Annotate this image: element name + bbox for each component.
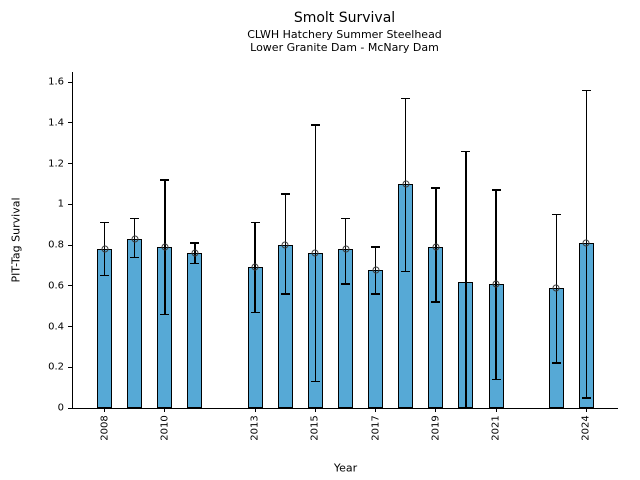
- y-axis-label: PIT-Tag Survival: [9, 197, 23, 283]
- error-cap-bottom-2023: [551, 362, 561, 364]
- x-tick: [164, 408, 166, 412]
- y-tick: [68, 366, 72, 368]
- y-tick: [68, 203, 72, 205]
- point-marker-2024: [582, 239, 590, 247]
- x-tick: [314, 408, 316, 412]
- y-tick: [68, 163, 72, 165]
- error-cap-bottom-2009: [130, 256, 140, 259]
- x-tick-label: 2017: [370, 415, 382, 441]
- error-cap-top-2019: [431, 187, 441, 189]
- point-marker-2023: [552, 284, 560, 292]
- error-bar-2020: [465, 151, 467, 408]
- x-tick-label: 2019: [430, 415, 442, 441]
- error-cap-top-2023: [551, 213, 561, 216]
- chart-subtitle-line1: CLWH Hatchery Summer Steelhead: [247, 27, 442, 41]
- x-tick: [585, 408, 587, 412]
- error-cap-top-2011: [190, 242, 200, 244]
- y-tick: [68, 407, 72, 409]
- error-cap-top-2008: [100, 221, 110, 224]
- error-cap-top-2010: [160, 179, 170, 181]
- y-tick-label: 0.6: [48, 280, 64, 292]
- error-cap-top-2017: [371, 246, 381, 248]
- y-tick: [68, 81, 72, 83]
- y-tick: [68, 244, 72, 246]
- error-cap-top-2016: [341, 217, 350, 220]
- error-cap-top-2015: [310, 124, 320, 126]
- y-tick-label: 0.2: [48, 361, 64, 373]
- y-tick: [68, 122, 72, 124]
- error-cap-bottom-2024: [581, 397, 591, 399]
- error-cap-bottom-2013: [250, 311, 260, 314]
- x-tick-label: 2013: [249, 415, 261, 441]
- error-cap-bottom-2008: [100, 274, 110, 277]
- point-marker-2019: [432, 243, 440, 251]
- error-cap-bottom-2019: [431, 301, 441, 303]
- y-tick-label: 0: [57, 402, 64, 414]
- error-cap-top-2020: [461, 150, 471, 153]
- y-tick-label: 1.2: [48, 158, 64, 170]
- bar-2011: [187, 253, 203, 408]
- x-tick: [435, 408, 437, 412]
- y-tick-label: 1.6: [48, 76, 64, 88]
- x-axis-label: Year: [333, 461, 358, 475]
- y-tick-label: 0.8: [48, 239, 64, 251]
- y-tick-label: 1.4: [48, 117, 64, 129]
- error-cap-bottom-2014: [280, 293, 290, 295]
- error-cap-bottom-2018: [401, 270, 411, 273]
- point-marker-2017: [372, 266, 380, 274]
- y-tick-label: 1: [57, 198, 64, 210]
- x-tick-label: 2010: [159, 415, 171, 441]
- error-cap-bottom-2011: [190, 262, 200, 265]
- error-cap-bottom-2020: [461, 407, 471, 409]
- x-tick: [375, 408, 377, 412]
- error-cap-top-2013: [250, 221, 260, 224]
- point-marker-2011: [191, 249, 199, 257]
- error-cap-top-2018: [401, 97, 411, 100]
- plot-area: PIT-Tag Survival Year 0 0.2 0.4 0.6 0.8 1 1.2 1…: [10, 72, 618, 475]
- y-tick: [68, 326, 72, 328]
- chart-subtitle-line2: Lower Granite Dam - McNary Dam: [250, 41, 439, 55]
- point-marker-2015: [311, 249, 319, 257]
- error-cap-bottom-2015: [310, 380, 320, 383]
- point-marker-2021: [492, 280, 500, 288]
- point-marker-2009: [131, 235, 139, 243]
- point-marker-2016: [342, 245, 349, 253]
- x-tick: [104, 408, 106, 412]
- x-tick-label: 2008: [99, 415, 111, 441]
- x-tick-label: 2024: [580, 415, 592, 441]
- error-cap-top-2021: [491, 189, 501, 191]
- error-cap-top-2009: [130, 217, 140, 220]
- x-tick: [495, 408, 497, 412]
- point-marker-2014: [281, 241, 289, 249]
- chart-header: Smolt Survival CLWH Hatchery Summer Stee…: [72, 10, 617, 55]
- point-marker-2010: [161, 243, 169, 251]
- error-cap-bottom-2016: [341, 283, 350, 285]
- bar-2009: [127, 238, 143, 408]
- x-tick: [254, 408, 256, 412]
- error-cap-top-2014: [280, 193, 290, 195]
- x-tick-label: 2015: [309, 415, 321, 441]
- y-tick: [68, 285, 72, 287]
- chart-title: Smolt Survival: [293, 10, 396, 26]
- point-marker-2013: [251, 263, 259, 271]
- point-marker-2008: [101, 245, 109, 253]
- x-tick-label: 2021: [490, 415, 502, 441]
- y-tick-label: 0.4: [48, 321, 64, 333]
- error-cap-bottom-2017: [371, 293, 381, 295]
- error-cap-bottom-2021: [491, 378, 501, 381]
- point-marker-2018: [402, 180, 410, 188]
- error-cap-bottom-2010: [160, 313, 170, 316]
- error-cap-top-2024: [581, 89, 591, 92]
